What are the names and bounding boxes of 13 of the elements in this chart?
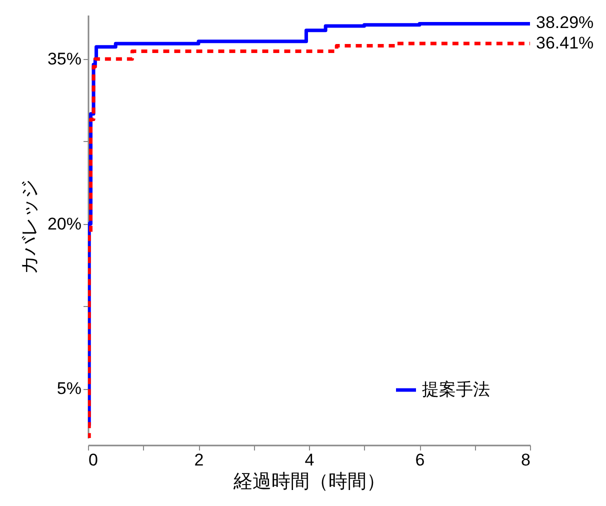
annotation: 38.29% (536, 12, 594, 32)
y-tick-label: 5% (56, 379, 82, 398)
x-tick-label: 8 (521, 450, 530, 470)
x-tick-label: 0 (88, 450, 98, 470)
x-tick-label: 6 (415, 450, 425, 470)
y-tick-label: 35% (47, 49, 82, 68)
x-axis-title: 経過時間（時間） (232, 472, 386, 492)
annotation: 36.41% (536, 33, 594, 52)
y-tick-label: 20% (47, 214, 82, 234)
y-axis-title: カバレッジ (19, 180, 40, 274)
legend-label: 提案手法 (422, 380, 490, 399)
x-tick-label: 4 (304, 450, 314, 470)
x-tick-label: 2 (194, 450, 204, 470)
